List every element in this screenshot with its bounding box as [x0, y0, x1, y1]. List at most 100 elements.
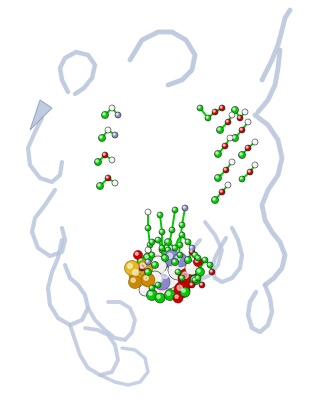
- Circle shape: [246, 146, 248, 148]
- Circle shape: [252, 162, 258, 168]
- Circle shape: [206, 116, 208, 118]
- Circle shape: [198, 106, 200, 108]
- Circle shape: [163, 256, 165, 258]
- Circle shape: [163, 266, 165, 268]
- Circle shape: [145, 255, 148, 258]
- Circle shape: [185, 239, 191, 245]
- Circle shape: [172, 264, 178, 270]
- Circle shape: [106, 176, 108, 178]
- Circle shape: [140, 266, 142, 268]
- Circle shape: [124, 260, 139, 276]
- Circle shape: [243, 110, 245, 112]
- Circle shape: [172, 207, 178, 213]
- Circle shape: [173, 246, 175, 248]
- Circle shape: [157, 295, 160, 298]
- Circle shape: [140, 263, 145, 268]
- Circle shape: [188, 264, 192, 268]
- Circle shape: [137, 257, 147, 267]
- Circle shape: [154, 274, 170, 290]
- Circle shape: [196, 256, 198, 258]
- Circle shape: [149, 256, 167, 274]
- Circle shape: [195, 275, 201, 281]
- Circle shape: [96, 160, 98, 162]
- Circle shape: [94, 158, 102, 166]
- Circle shape: [177, 252, 183, 258]
- Circle shape: [135, 252, 138, 255]
- Ellipse shape: [155, 249, 195, 281]
- Circle shape: [159, 245, 165, 251]
- Circle shape: [103, 153, 105, 155]
- Circle shape: [213, 198, 215, 200]
- Circle shape: [223, 167, 229, 173]
- Circle shape: [150, 286, 152, 288]
- Circle shape: [145, 225, 151, 231]
- Circle shape: [227, 135, 233, 141]
- Circle shape: [157, 267, 179, 289]
- Circle shape: [172, 245, 178, 251]
- Circle shape: [229, 159, 235, 165]
- Circle shape: [173, 253, 187, 267]
- Circle shape: [105, 175, 111, 181]
- Circle shape: [182, 205, 188, 211]
- Circle shape: [179, 232, 185, 238]
- Circle shape: [213, 110, 215, 112]
- Circle shape: [175, 269, 181, 275]
- Circle shape: [189, 282, 195, 288]
- Circle shape: [214, 174, 221, 182]
- Circle shape: [109, 105, 115, 111]
- Circle shape: [110, 106, 112, 108]
- Circle shape: [165, 247, 171, 253]
- Circle shape: [239, 152, 246, 158]
- Circle shape: [184, 256, 192, 264]
- Circle shape: [182, 289, 185, 292]
- Circle shape: [210, 270, 212, 272]
- Circle shape: [105, 127, 111, 133]
- Circle shape: [248, 170, 250, 172]
- Circle shape: [245, 119, 251, 125]
- Circle shape: [185, 261, 199, 275]
- Circle shape: [192, 277, 195, 280]
- Circle shape: [199, 282, 205, 288]
- Circle shape: [230, 113, 232, 115]
- Circle shape: [180, 233, 182, 235]
- Circle shape: [190, 246, 192, 248]
- Circle shape: [149, 292, 152, 295]
- Circle shape: [231, 106, 239, 114]
- Circle shape: [224, 168, 226, 170]
- Circle shape: [183, 206, 185, 208]
- Circle shape: [155, 237, 161, 243]
- Circle shape: [155, 293, 165, 303]
- Circle shape: [182, 272, 188, 278]
- Circle shape: [149, 285, 155, 291]
- Circle shape: [149, 258, 156, 266]
- Circle shape: [239, 127, 245, 133]
- Circle shape: [146, 248, 148, 250]
- Circle shape: [133, 270, 138, 275]
- Circle shape: [205, 115, 211, 121]
- Circle shape: [162, 271, 168, 278]
- Circle shape: [168, 260, 188, 280]
- Circle shape: [137, 260, 153, 276]
- Circle shape: [197, 105, 203, 111]
- Circle shape: [216, 126, 223, 134]
- Circle shape: [247, 169, 253, 175]
- Ellipse shape: [140, 249, 184, 287]
- Circle shape: [146, 260, 148, 262]
- Circle shape: [170, 228, 172, 230]
- Circle shape: [100, 136, 102, 138]
- Circle shape: [169, 227, 175, 233]
- Circle shape: [143, 253, 153, 263]
- Circle shape: [226, 183, 228, 185]
- Circle shape: [112, 132, 118, 138]
- Circle shape: [112, 180, 118, 186]
- Circle shape: [156, 283, 158, 285]
- Circle shape: [233, 136, 235, 138]
- Circle shape: [139, 265, 145, 271]
- Circle shape: [103, 113, 105, 115]
- Circle shape: [99, 134, 106, 142]
- Circle shape: [194, 258, 203, 266]
- Circle shape: [160, 248, 162, 250]
- Circle shape: [147, 290, 158, 300]
- Circle shape: [228, 136, 230, 138]
- Circle shape: [189, 249, 195, 255]
